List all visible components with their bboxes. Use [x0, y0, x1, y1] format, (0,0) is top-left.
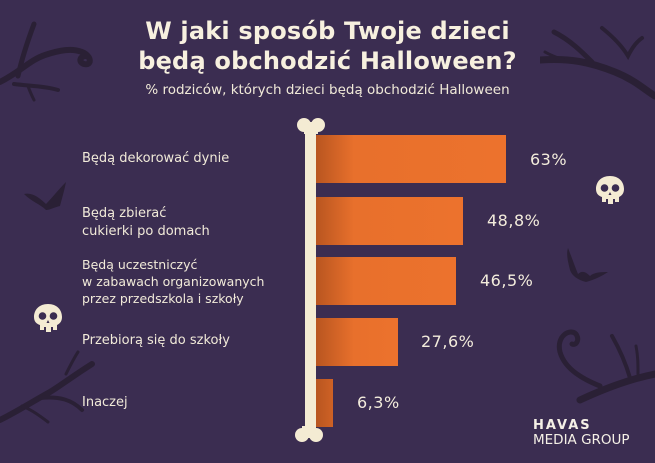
skull-left-icon — [34, 304, 62, 332]
logo-line-1: HAVAS — [533, 418, 592, 433]
value-other: 6,3% — [357, 393, 400, 412]
label-decorate-pumpkins: Będą dekorować dynie — [82, 151, 230, 166]
title-line-2: będą obchodzić Halloween? — [138, 47, 517, 75]
value-school-events: 46,5% — [480, 271, 534, 290]
logo-line-2: MEDIA GROUP — [533, 432, 630, 448]
havas-media-group-logo: HAVAS MEDIA GROUP — [533, 418, 630, 448]
branch-top-right-icon — [540, 26, 655, 100]
bone-bottom-knob-icon — [295, 426, 323, 442]
value-costume-school: 27,6% — [421, 332, 475, 351]
bar-decorate-pumpkins — [314, 135, 506, 183]
value-decorate-pumpkins: 63% — [530, 150, 568, 169]
bar-school-events — [314, 257, 456, 305]
skull-right-icon — [596, 176, 624, 204]
bone-axis — [305, 128, 316, 433]
branch-top-left-icon — [0, 21, 93, 102]
bone-top-knob-icon — [297, 118, 325, 134]
label-other: Inaczej — [82, 395, 128, 410]
title-line-1: W jaki sposób Twoje dzieci — [145, 17, 510, 45]
bar-costume-school — [314, 318, 398, 366]
chart-subtitle: % rodziców, których dzieci będą obchodzi… — [145, 82, 510, 98]
chart-title: W jaki sposób Twoje dzieci będą obchodzi… — [0, 16, 655, 76]
label-costume-school: Przebiorą się do szkoły — [82, 333, 230, 348]
bat-left-icon — [24, 182, 66, 210]
bar-other — [314, 379, 333, 427]
value-trick-or-treat: 48,8% — [487, 211, 541, 230]
label-school-events: Będą uczestniczyć w zabawach organizowan… — [82, 257, 265, 306]
label-trick-or-treat: Będą zbierać cukierki po domach — [82, 206, 210, 239]
bar-trick-or-treat — [314, 197, 463, 245]
branch-bottom-right-icon — [556, 329, 655, 404]
bat-right-icon — [567, 248, 608, 282]
branch-bottom-left-icon — [0, 350, 95, 424]
